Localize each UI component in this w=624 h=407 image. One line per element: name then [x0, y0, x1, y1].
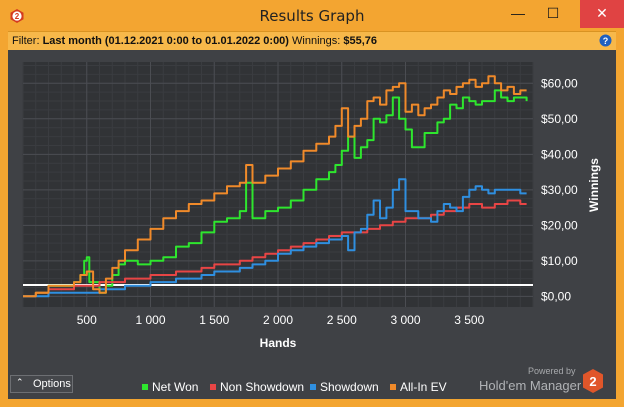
- winnings-value: $55,76: [343, 35, 378, 47]
- window-title: Results Graph: [259, 7, 365, 25]
- x-tick-label: 2 000: [263, 313, 293, 327]
- x-tick-label: 3 000: [390, 313, 420, 327]
- svg-text:2: 2: [15, 12, 20, 21]
- y-axis-ticks: $0,00 $10,00 $20,00 $30,00 $40,00 $50,00 $60,0…: [541, 76, 578, 303]
- close-button[interactable]: ✕: [580, 0, 624, 28]
- x-axis-label: Hands: [260, 336, 297, 350]
- legend-item-net-won[interactable]: Net Won: [142, 380, 198, 394]
- minimize-button[interactable]: —: [511, 5, 525, 21]
- legend-label: Net Won: [152, 380, 199, 394]
- legend-swatch: [142, 384, 148, 390]
- chart-grid: [22, 62, 534, 307]
- legend-item-showdown[interactable]: Showdown: [310, 380, 379, 394]
- y-tick-label: $20,00: [541, 218, 578, 232]
- legend-label: Non Showdown: [220, 380, 305, 394]
- y-tick-label: $50,00: [541, 112, 578, 126]
- x-axis-ticks: 500 1 000 1 500 2 000 2 500 3 000 3 500: [77, 313, 485, 327]
- filter-value[interactable]: Last month (01.12.2021 0:00 to 01.01.202…: [42, 35, 289, 47]
- y-tick-label: $60,00: [541, 76, 578, 90]
- y-tick-label: $40,00: [541, 147, 578, 161]
- holdem-manager-2-logo: 2: [583, 369, 603, 393]
- legend-label: All-In EV: [400, 380, 447, 394]
- title-bar[interactable]: 2 Results Graph — ☐ ✕: [0, 0, 624, 31]
- series-line-showdown: [23, 178, 527, 298]
- chevron-up-icon: ⌃: [16, 377, 24, 387]
- options-label: Options: [33, 378, 71, 390]
- holdem-manager-logo-icon: 2: [10, 9, 24, 23]
- x-tick-label: 2 500: [327, 313, 357, 327]
- y-tick-label: $10,00: [541, 254, 578, 268]
- maximize-button[interactable]: ☐: [546, 5, 560, 21]
- filter-prefix: Filter:: [12, 35, 40, 47]
- x-tick-label: 3 500: [454, 313, 484, 327]
- legend-item-all-in-ev[interactable]: All-In EV: [390, 380, 447, 394]
- legend-swatch: [310, 384, 316, 390]
- svg-text:?: ?: [603, 36, 609, 46]
- graph-panel: 500 1 000 1 500 2 000 2 500 3 000 3 500 $0,00 $…: [8, 50, 616, 399]
- brand-name: Hold'em Manager: [479, 378, 582, 393]
- filter-bar: Filter: Last month (01.12.2021 0:00 to 0…: [8, 31, 616, 51]
- x-tick-label: 500: [77, 313, 97, 327]
- brand-badge: 2: [589, 374, 596, 389]
- chart-series: [23, 75, 528, 298]
- y-axis-label: Winnings: [587, 158, 601, 212]
- series-line-all-in-ev: [23, 75, 527, 298]
- legend-swatch: [210, 384, 216, 390]
- options-button[interactable]: ⌃ Options: [10, 375, 73, 393]
- help-icon[interactable]: ?: [599, 34, 612, 47]
- powered-by-text: Powered by: [528, 366, 576, 376]
- legend-label: Showdown: [320, 380, 379, 394]
- series-line-net-won: [23, 89, 528, 298]
- y-tick-label: $30,00: [541, 183, 578, 197]
- x-tick-label: 1 500: [199, 313, 229, 327]
- legend-item-non-showdown[interactable]: Non Showdown: [210, 380, 304, 394]
- winnings-label: Winnings:: [292, 35, 341, 47]
- legend-swatch: [390, 384, 396, 390]
- x-tick-label: 1 000: [135, 313, 165, 327]
- y-tick-label: $0,00: [541, 289, 571, 303]
- results-chart: 500 1 000 1 500 2 000 2 500 3 000 3 500 $0,00$…: [22, 62, 601, 350]
